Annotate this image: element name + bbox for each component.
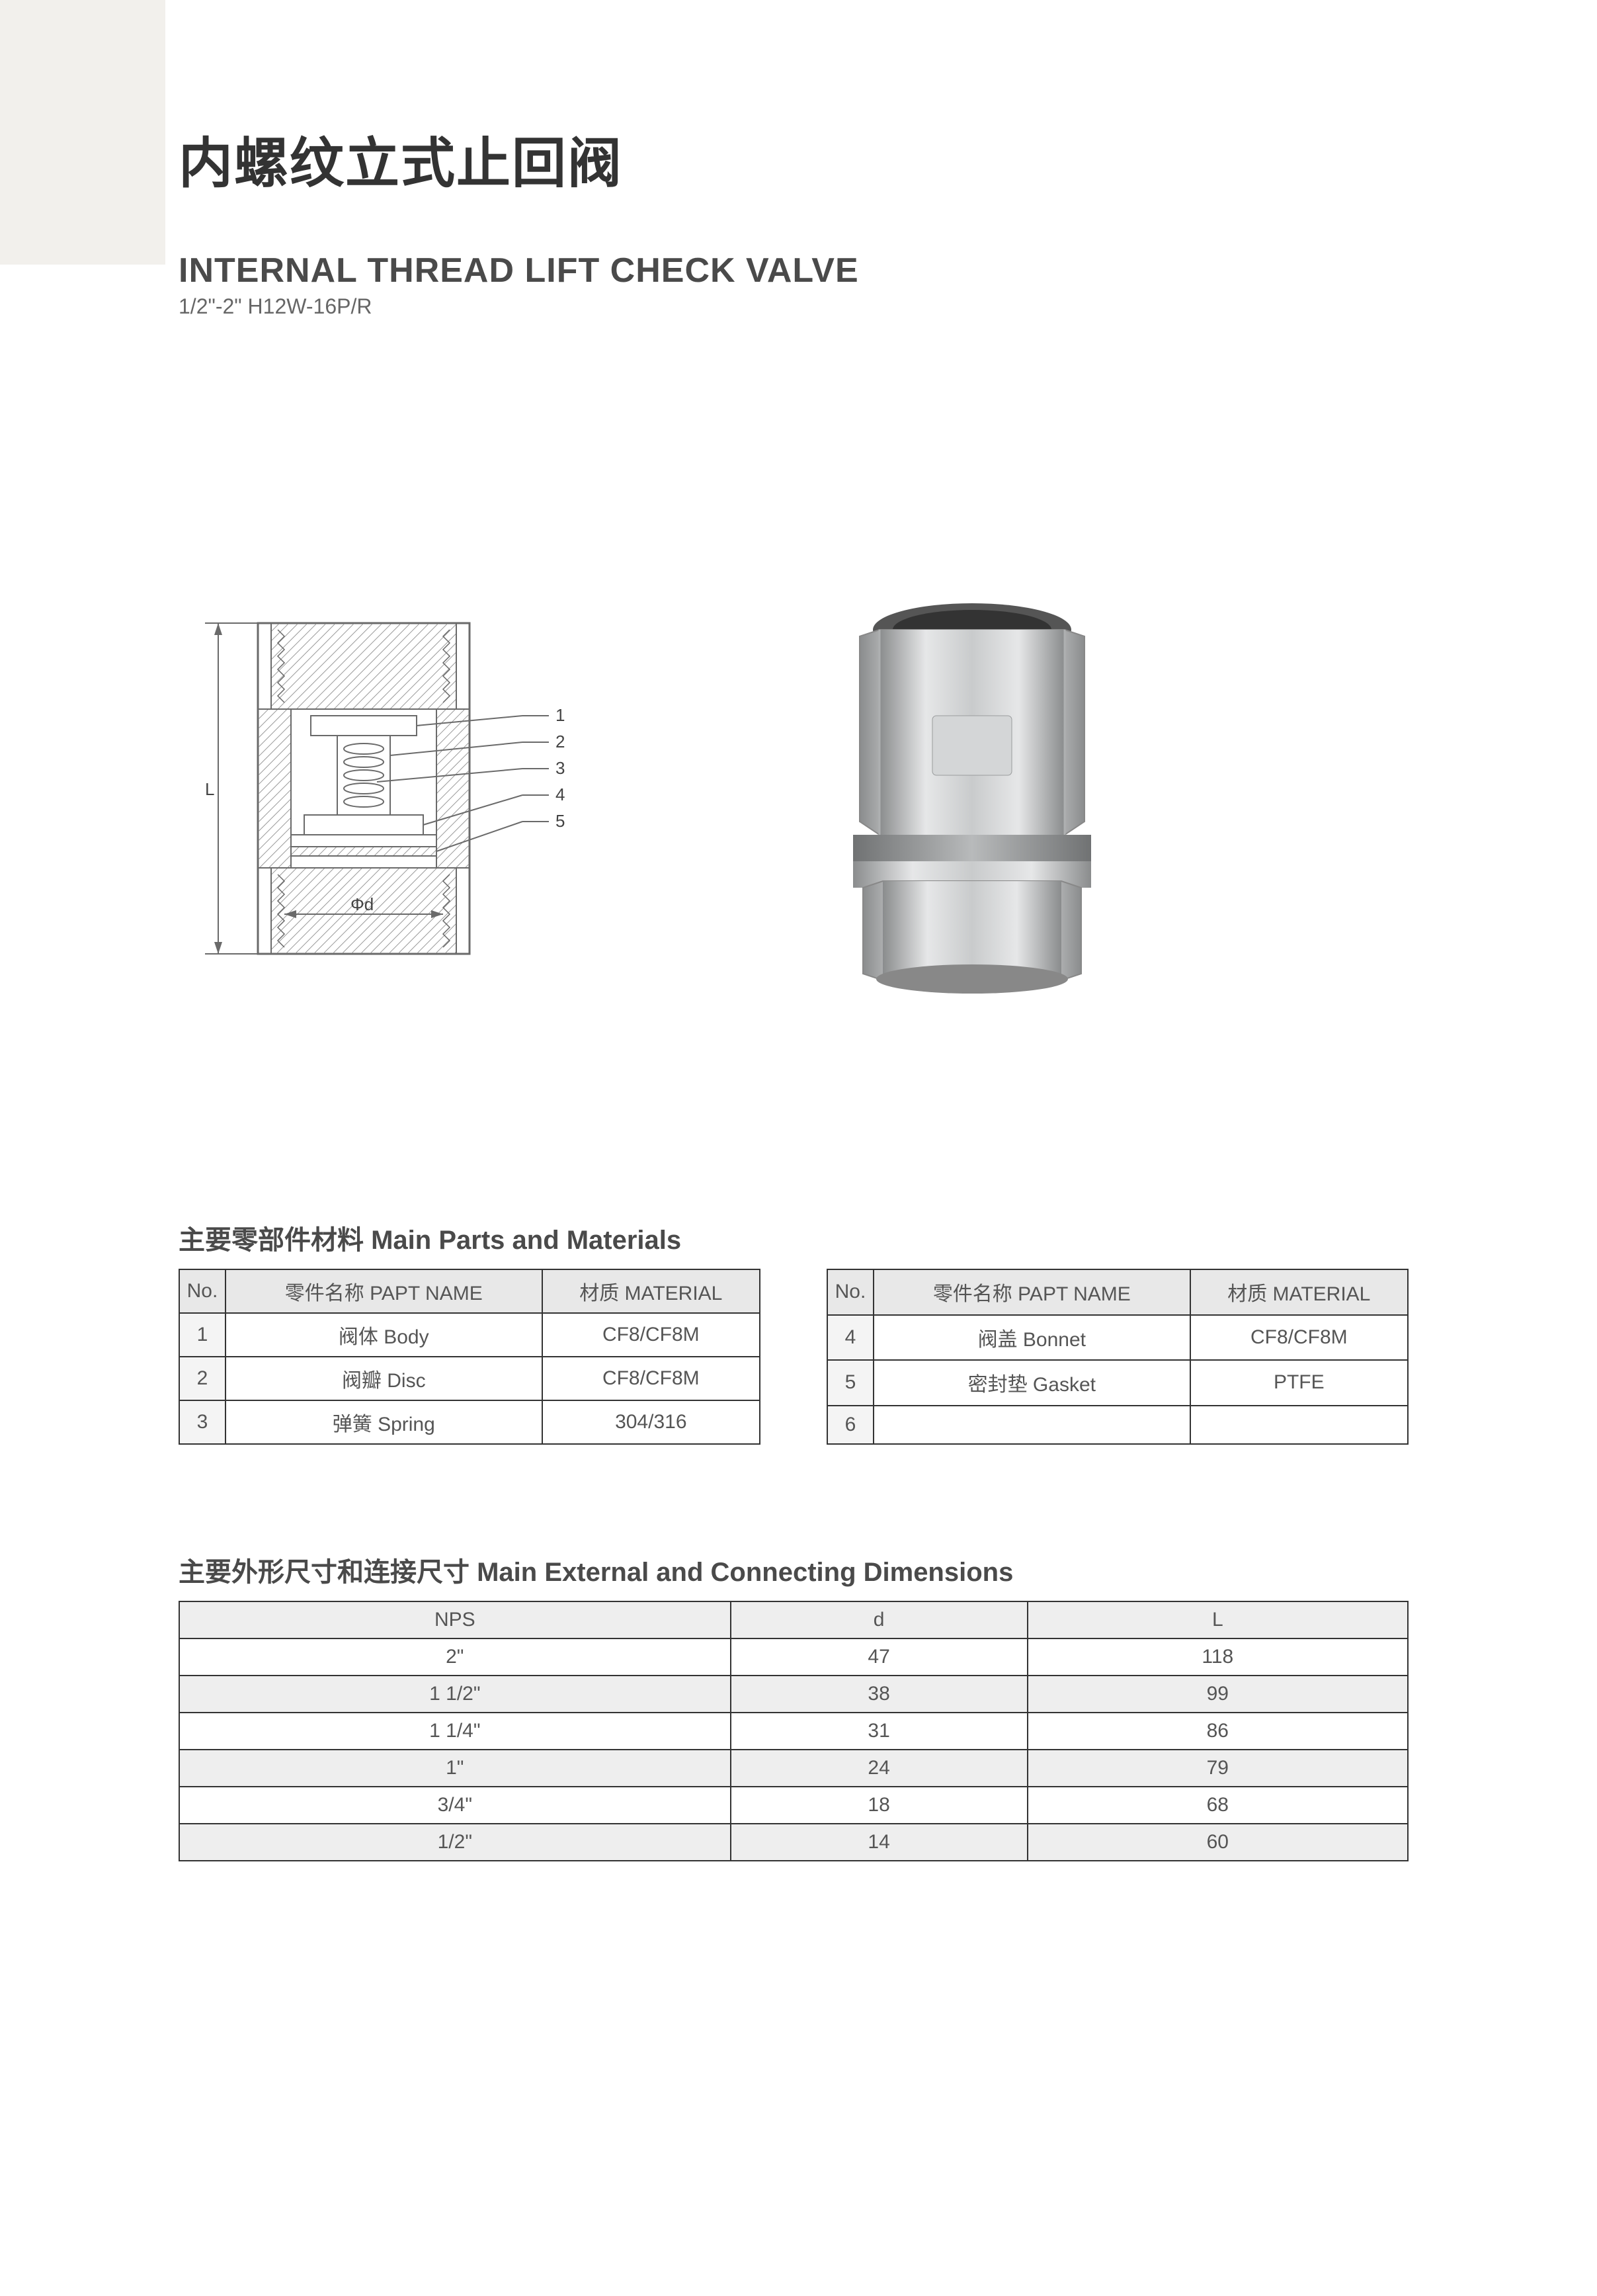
parts-section-heading: 主要零部件材料 Main Parts and Materials [179, 1218, 1435, 1257]
dim-label-L: L [205, 779, 214, 799]
col-no: No. [827, 1269, 874, 1315]
page-content: 内螺纹立式止回阀 INTERNAL THREAD LIFT CHECK VALV… [179, 119, 1435, 1861]
left-margin-block [0, 0, 165, 265]
table-row: 1 1/2"3899 [179, 1676, 1408, 1713]
table-row: 1/2"1460 [179, 1824, 1408, 1861]
callout-2: 2 [555, 732, 565, 751]
table-row: 4阀盖 BonnetCF8/CF8M [827, 1315, 1408, 1361]
table-row: 1"2479 [179, 1750, 1408, 1787]
col-nps: NPS [179, 1601, 731, 1638]
parts-table-left: No. 零件名称 PAPT NAME 材质 MATERIAL 1阀体 BodyC… [179, 1269, 760, 1445]
table-row: 2阀瓣 DiscCF8/CF8M [179, 1357, 760, 1400]
title-chinese: 内螺纹立式止回阀 [179, 119, 1435, 198]
table-row: 5密封垫 GasketPTFE [827, 1360, 1408, 1406]
table-row: 6 [827, 1406, 1408, 1444]
col-name: 零件名称 PAPT NAME [874, 1269, 1190, 1315]
dimensions-table: NPS d L 2"47118 1 1/2"3899 1 1/4"3186 1"… [179, 1601, 1409, 1861]
callout-5: 5 [555, 811, 565, 831]
table-row: 3弹簧 Spring304/316 [179, 1400, 760, 1444]
callout-1: 1 [555, 705, 565, 725]
cross-section-diagram: L [179, 583, 602, 1007]
col-no: No. [179, 1269, 225, 1313]
table-header-row: No. 零件名称 PAPT NAME 材质 MATERIAL [179, 1269, 760, 1313]
col-d: d [731, 1601, 1028, 1638]
dims-section-heading: 主要外形尺寸和连接尺寸 Main External and Connecting… [179, 1551, 1435, 1589]
table-row: 3/4"1868 [179, 1787, 1408, 1824]
model-subtitle: 1/2"-2" H12W-16P/R [179, 294, 1435, 319]
table-header-row: No. 零件名称 PAPT NAME 材质 MATERIAL [827, 1269, 1408, 1315]
title-english: INTERNAL THREAD LIFT CHECK VALVE [179, 251, 1435, 290]
callout-4: 4 [555, 785, 565, 804]
callout-3: 3 [555, 758, 565, 778]
parts-table-right: No. 零件名称 PAPT NAME 材质 MATERIAL 4阀盖 Bonne… [827, 1269, 1409, 1445]
dim-label-d: Φd [350, 894, 374, 914]
product-photo [800, 583, 1144, 1007]
col-mat: 材质 MATERIAL [542, 1269, 760, 1313]
parts-tables-row: No. 零件名称 PAPT NAME 材质 MATERIAL 1阀体 BodyC… [179, 1269, 1435, 1445]
figure-row: L [179, 583, 1435, 1007]
table-row: 1阀体 BodyCF8/CF8M [179, 1313, 760, 1357]
col-L: L [1028, 1601, 1408, 1638]
col-mat: 材质 MATERIAL [1190, 1269, 1408, 1315]
table-header-row: NPS d L [179, 1601, 1408, 1638]
table-row: 1 1/4"3186 [179, 1713, 1408, 1750]
col-name: 零件名称 PAPT NAME [225, 1269, 542, 1313]
table-row: 2"47118 [179, 1638, 1408, 1676]
